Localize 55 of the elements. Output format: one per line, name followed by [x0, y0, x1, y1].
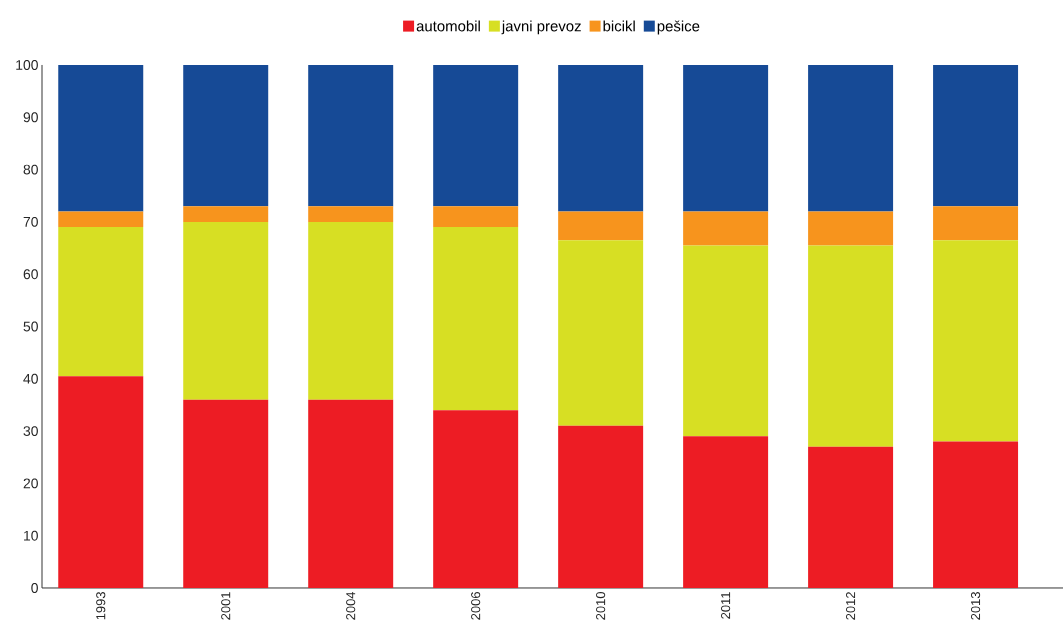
y-tick-label: 60: [23, 269, 38, 280]
bar: [183, 206, 269, 222]
y-tick-label: 90: [23, 112, 38, 123]
bar: [558, 64, 644, 212]
y-tick-label: 10: [24, 530, 38, 541]
y-tick-label: 30: [23, 426, 38, 437]
bar: [58, 64, 144, 212]
bar: [933, 206, 1019, 241]
x-tick-label: 2012: [846, 592, 856, 620]
x-tick-label: 2013: [970, 592, 981, 620]
bar: [808, 211, 894, 246]
y-tick-label: 40: [23, 373, 38, 384]
x-tick-label: 1993: [96, 592, 106, 620]
y-tick-label: 100: [16, 60, 38, 70]
y-tick-label: 70: [23, 216, 38, 227]
bar: [808, 64, 894, 212]
bar: [558, 425, 644, 588]
bar: [933, 240, 1019, 442]
bar: [308, 206, 394, 222]
bar: [308, 399, 394, 588]
x-tick-label: 2006: [471, 592, 481, 620]
bar: [433, 206, 519, 228]
bar: [183, 221, 269, 400]
bar: [433, 227, 519, 411]
bar: [683, 436, 769, 588]
bar: [58, 211, 144, 228]
bar: [183, 399, 269, 588]
bar: [183, 64, 269, 207]
y-tick-label: 0: [31, 583, 38, 593]
bar: [558, 211, 644, 241]
bar: [933, 64, 1019, 207]
y-tick-label: 80: [23, 164, 38, 175]
bar: [308, 64, 394, 207]
bar: [433, 410, 519, 588]
bar: [933, 441, 1019, 588]
legend-label: automobil: [416, 20, 480, 32]
bar: [308, 221, 394, 400]
bar: [808, 245, 894, 447]
bar: [683, 211, 769, 246]
bar: [683, 245, 769, 437]
x-tick-label: 2004: [346, 591, 356, 620]
bar: [558, 240, 644, 426]
x-tick-label: 2011: [721, 592, 731, 619]
bar: [58, 376, 144, 588]
legend-label: bicikl: [603, 20, 635, 32]
y-tick-label: 20: [23, 478, 38, 489]
bar: [808, 446, 894, 588]
x-tick-label: 2001: [221, 592, 231, 620]
bar: [683, 64, 769, 212]
legend-label: javni prevoz: [501, 20, 581, 35]
x-tick-label: 2010: [596, 592, 606, 620]
bar: [433, 64, 519, 207]
bar: [58, 227, 144, 377]
y-tick-label: 50: [23, 321, 38, 332]
legend-label: pešice: [657, 20, 700, 35]
